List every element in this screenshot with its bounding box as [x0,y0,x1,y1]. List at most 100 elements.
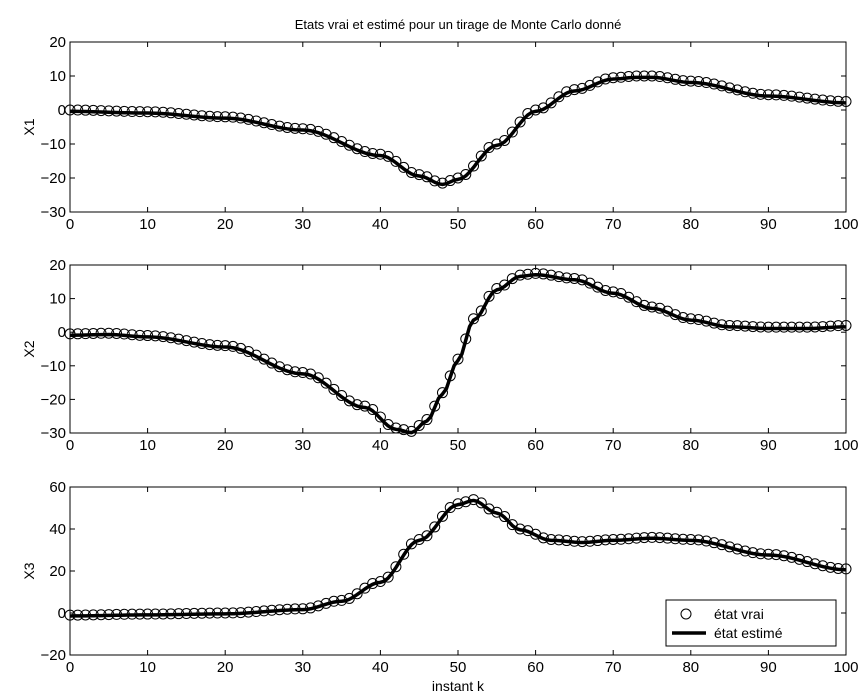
marker-etat-vrai [770,549,782,561]
marker-etat-vrai [266,119,278,131]
marker-etat-vrai [173,333,185,345]
marker-etat-vrai [281,364,293,376]
marker-etat-vrai [274,120,286,132]
marker-etat-vrai [87,327,99,339]
marker-etat-vrai [219,340,231,352]
legend-label-etat-estime: état estimé [714,625,783,641]
marker-etat-vrai [250,606,262,618]
marker-etat-vrai [817,94,829,106]
marker-etat-vrai [336,594,348,606]
marker-etat-vrai [142,106,154,118]
marker-etat-vrai [126,329,138,341]
y-axis-label: X2 [21,340,37,357]
marker-etat-vrai [297,367,309,379]
marker-etat-vrai [669,73,681,85]
marker-etat-vrai [452,498,464,510]
marker-etat-vrai [336,389,348,401]
marker-etat-vrai [685,534,697,545]
marker-etat-vrai [367,404,379,416]
x-tick-label: 40 [372,437,389,454]
marker-etat-vrai [747,321,759,333]
marker-etat-vrai [165,107,177,119]
marker-etat-vrai [731,84,743,96]
series-markers-etat-vrai [64,267,852,437]
marker-etat-vrai [242,113,254,125]
x-tick-label: 70 [605,216,622,233]
marker-etat-vrai [693,534,705,546]
marker-etat-vrai [615,71,627,83]
marker-etat-vrai [305,602,317,614]
marker-etat-vrai [118,328,130,340]
marker-etat-vrai [165,608,177,620]
x-tick-label: 70 [605,659,622,676]
x-tick-label: 100 [833,437,858,454]
marker-etat-vrai [157,331,169,343]
marker-etat-vrai [289,366,301,378]
marker-etat-vrai [359,146,371,158]
marker-etat-vrai [219,607,231,619]
marker-etat-vrai [80,104,92,116]
marker-etat-vrai [630,70,642,82]
marker-etat-vrai [188,109,200,121]
marker-etat-vrai [204,110,216,122]
marker-etat-vrai [724,82,736,94]
marker-etat-vrai [118,105,130,117]
marker-etat-vrai [149,330,161,342]
marker-etat-vrai [188,336,200,348]
marker-etat-vrai [623,70,635,82]
marker-etat-vrai [390,422,402,434]
marker-etat-vrai [235,342,247,354]
x-tick-label: 40 [372,659,389,676]
marker-etat-vrai [599,284,611,296]
marker-etat-vrai [227,111,239,123]
marker-etat-vrai [584,79,596,91]
y-axis-label: X3 [21,562,37,579]
marker-etat-vrai [211,111,223,123]
marker-etat-vrai [514,116,526,128]
x-axis-label: instant k [432,678,485,694]
marker-etat-vrai [312,125,324,137]
series-markers-etat-vrai [64,494,852,621]
y-tick-label: −20 [41,170,66,187]
x-tick-label: 0 [66,437,74,454]
x-tick-label: 80 [682,437,699,454]
marker-etat-vrai [499,279,511,291]
marker-etat-vrai [716,539,728,551]
marker-etat-vrai [716,319,728,331]
marker-etat-vrai [204,607,216,619]
marker-etat-vrai [809,321,821,333]
marker-etat-vrai [196,607,208,619]
marker-etat-vrai [607,534,619,545]
marker-etat-vrai [149,106,161,118]
marker-etat-vrai [755,321,767,333]
marker-etat-vrai [436,387,448,399]
marker-etat-vrai [840,563,852,575]
y-tick-label: 20 [49,34,66,51]
marker-etat-vrai [801,321,813,333]
marker-etat-vrai [793,553,805,565]
x-tick-label: 60 [527,216,544,233]
marker-etat-vrai [134,608,146,620]
marker-etat-vrai [180,335,192,347]
marker-etat-vrai [770,321,782,333]
marker-etat-vrai [700,535,712,547]
marker-etat-vrai [762,89,774,101]
y-tick-label: 20 [49,257,66,274]
marker-etat-vrai [592,535,604,547]
marker-etat-vrai [142,608,154,620]
marker-etat-vrai [817,560,829,572]
marker-etat-vrai [95,105,107,117]
marker-etat-vrai [95,327,107,339]
marker-etat-vrai [537,532,549,544]
marker-etat-vrai [576,536,588,548]
x-tick-label: 20 [217,216,234,233]
x-tick-label: 80 [682,659,699,676]
marker-etat-vrai [165,332,177,344]
marker-etat-vrai [289,122,301,134]
x-tick-label: 90 [760,216,777,233]
marker-etat-vrai [568,272,580,284]
marker-etat-vrai [142,330,154,342]
x-tick-label: 100 [833,659,858,676]
marker-etat-vrai [576,82,588,94]
